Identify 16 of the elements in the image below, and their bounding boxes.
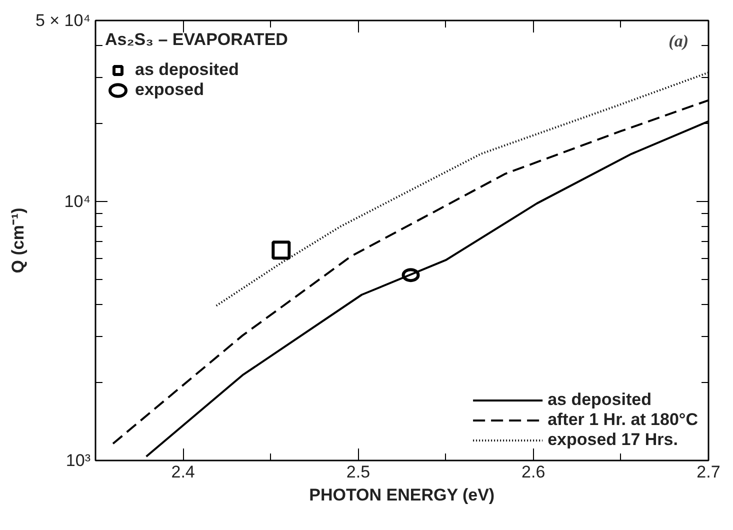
legend-label: as deposited: [548, 390, 652, 410]
x-tick-label: 2.6: [522, 462, 546, 482]
x-tick-label: 2.7: [696, 462, 720, 482]
y-tick-label: 5 × 10⁴: [35, 11, 91, 30]
legend-label: after 1 Hr. at 180°C: [548, 410, 698, 430]
legend-label: exposed: [135, 80, 204, 100]
legend-label: exposed 17 Hrs.: [548, 430, 678, 450]
legend-label: as deposited: [135, 60, 239, 80]
x-axis-title: PHOTON ENERGY (eV): [309, 486, 495, 504]
x-tick-label: 2.4: [171, 462, 195, 482]
y-axis-title: Q (cm⁻¹): [8, 208, 28, 274]
legend-title: As₂S₃ – EVAPORATED: [105, 30, 288, 50]
y-tick-label: 10⁴: [64, 192, 91, 212]
annotation: (a): [668, 32, 689, 50]
y-tick-label: 10³: [66, 451, 91, 470]
x-tick-label: 2.5: [346, 462, 370, 482]
